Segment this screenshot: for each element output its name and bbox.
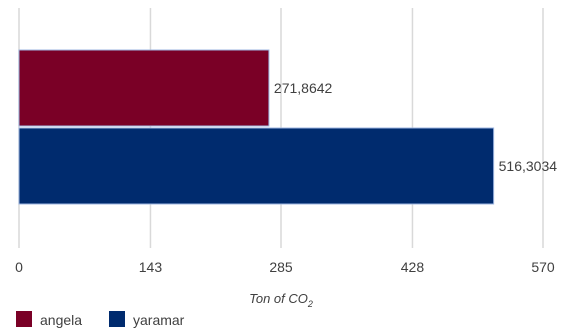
bar-yaramar: [18, 127, 495, 205]
x-tick-label-428: 428: [401, 259, 425, 275]
x-axis-title-main: Ton of CO: [249, 291, 308, 306]
bars: [18, 49, 495, 205]
x-axis-title: Ton of CO2: [249, 291, 313, 309]
legend-swatch-angela: [16, 311, 32, 327]
legend-swatch-yaramar: [109, 311, 125, 327]
data-label-angela: 271,8642: [274, 80, 333, 96]
x-axis-title-subscript: 2: [307, 299, 313, 309]
data-labels: 271,8642 516,3034: [274, 80, 557, 174]
x-tick-label-285: 285: [269, 259, 293, 275]
data-label-yaramar: 516,3034: [499, 158, 558, 174]
legend: angela yaramar: [16, 311, 185, 328]
bar-angela: [18, 49, 270, 127]
legend-label-angela: angela: [40, 312, 82, 328]
x-tick-label-143: 143: [139, 259, 163, 275]
legend-label-yaramar: yaramar: [133, 312, 185, 328]
x-tick-label-570: 570: [531, 259, 555, 275]
x-tick-label-0: 0: [15, 259, 23, 275]
tick-labels: 0 143 285 428 570: [15, 259, 555, 275]
